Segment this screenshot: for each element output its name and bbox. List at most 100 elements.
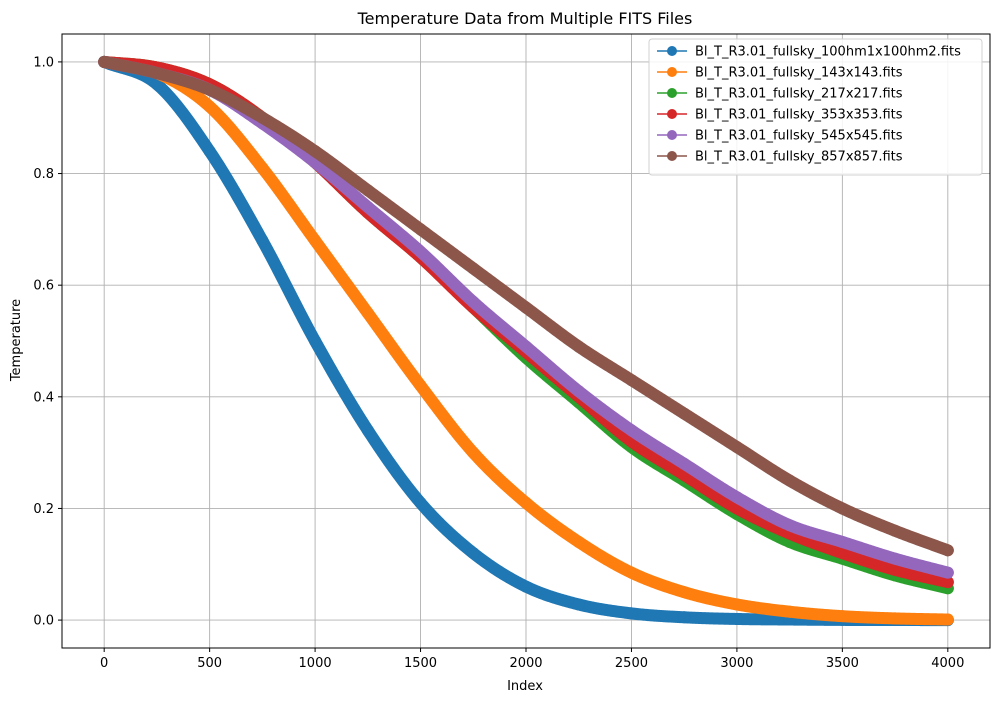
x-tick-label: 3500 xyxy=(826,656,859,671)
ticks-layer: 0 500 1000 1500 2000 2500 3000 3500 4000 0.0 0.2 0.… xyxy=(33,55,964,671)
data-point xyxy=(572,385,585,398)
y-tick-label: 0.2 xyxy=(33,502,54,517)
legend-marker xyxy=(667,46,677,56)
data-point xyxy=(361,424,374,437)
legend-label: Bl_T_R3.01_fullsky_143x143.fits xyxy=(695,66,903,81)
legend-marker xyxy=(667,130,677,140)
data-point xyxy=(572,340,585,353)
legend-marker xyxy=(667,67,677,77)
legend-label: Bl_T_R3.01_fullsky_217x217.fits xyxy=(695,87,903,102)
data-point xyxy=(836,547,849,560)
y-tick-label: 1.0 xyxy=(33,55,54,70)
data-point xyxy=(414,245,427,258)
chart-title: Temperature Data from Multiple FITS File… xyxy=(357,9,693,28)
data-point xyxy=(309,234,322,247)
data-point xyxy=(203,83,216,96)
x-tick-label: 4000 xyxy=(931,656,964,671)
data-point xyxy=(520,580,532,593)
data-point xyxy=(889,563,902,576)
data-point xyxy=(150,67,163,80)
legend-item: Bl_T_R3.01_fullsky_353x353.fits xyxy=(657,108,903,123)
data-point xyxy=(467,295,480,308)
data-point xyxy=(520,340,532,353)
data-point xyxy=(361,201,374,214)
legend-item: Bl_T_R3.01_fullsky_545x545.fits xyxy=(657,129,903,144)
x-tick-label: 2000 xyxy=(509,656,542,671)
data-point xyxy=(572,598,585,611)
data-point xyxy=(98,55,111,68)
data-point xyxy=(783,519,796,532)
data-point xyxy=(678,586,691,599)
data-point xyxy=(730,441,743,454)
data-point xyxy=(256,234,269,247)
data-point xyxy=(414,496,427,509)
legend-item: Bl_T_R3.01_fullsky_100hm1x100hm2.fits xyxy=(657,45,961,60)
data-point xyxy=(625,566,638,579)
x-axis-label: Index xyxy=(507,679,543,694)
series-layer xyxy=(98,55,954,627)
x-tick-label: 0 xyxy=(100,656,108,671)
data-point xyxy=(520,301,532,314)
data-point xyxy=(467,446,480,459)
data-point xyxy=(889,552,902,565)
data-point xyxy=(836,535,849,548)
data-point xyxy=(203,100,216,113)
legend: Bl_T_R3.01_fullsky_100hm1x100hm2.fits Bl_… xyxy=(648,38,983,176)
data-point xyxy=(783,474,796,487)
data-point xyxy=(256,111,269,124)
data-point xyxy=(889,524,902,537)
legend-label: Bl_T_R3.01_fullsky_353x353.fits xyxy=(695,108,903,123)
data-point xyxy=(941,613,954,626)
data-point xyxy=(203,145,216,158)
legend-marker xyxy=(667,109,677,119)
legend-label: Bl_T_R3.01_fullsky_857x857.fits xyxy=(695,150,903,165)
legend-marker xyxy=(667,151,677,161)
data-point xyxy=(783,605,796,618)
data-point xyxy=(625,607,638,620)
legend-box xyxy=(648,38,983,176)
data-point xyxy=(572,535,585,548)
x-tick-label: 1000 xyxy=(299,656,332,671)
data-point xyxy=(625,374,638,387)
data-point xyxy=(309,335,322,347)
x-tick-label: 3000 xyxy=(720,656,753,671)
data-point xyxy=(941,544,954,557)
data-point xyxy=(625,424,638,437)
x-tick-label: 500 xyxy=(197,656,222,671)
legend-item: Bl_T_R3.01_fullsky_143x143.fits xyxy=(657,66,903,81)
data-point xyxy=(361,307,374,320)
data-point xyxy=(520,496,532,509)
x-tick-label: 1500 xyxy=(404,656,437,671)
y-tick-label: 0.0 xyxy=(33,614,54,629)
data-point xyxy=(150,78,163,91)
legend-label: Bl_T_R3.01_fullsky_100hm1x100hm2.fits xyxy=(695,45,961,60)
legend-item: Bl_T_R3.01_fullsky_857x857.fits xyxy=(657,150,903,165)
data-point xyxy=(256,161,269,174)
data-point xyxy=(678,611,691,624)
data-point xyxy=(941,576,954,589)
y-axis-label: Temperature xyxy=(9,299,24,382)
data-point xyxy=(836,502,849,515)
legend-marker xyxy=(667,88,677,98)
data-point xyxy=(414,379,427,392)
data-point xyxy=(467,262,480,275)
data-point xyxy=(309,145,322,158)
data-point xyxy=(414,223,427,236)
data-point xyxy=(361,184,374,197)
data-point xyxy=(730,612,743,625)
data-point xyxy=(730,598,743,611)
series-line xyxy=(98,55,954,557)
data-point xyxy=(467,547,480,560)
legend-label: Bl_T_R3.01_fullsky_545x545.fits xyxy=(695,129,903,144)
legend-item: Bl_T_R3.01_fullsky_217x217.fits xyxy=(657,87,903,102)
x-tick-label: 2500 xyxy=(615,656,648,671)
data-point xyxy=(836,610,849,623)
data-point xyxy=(678,407,691,420)
data-point xyxy=(941,566,954,579)
data-point xyxy=(730,491,743,504)
data-point xyxy=(889,612,902,625)
y-tick-label: 0.4 xyxy=(33,390,54,405)
data-point xyxy=(678,457,691,470)
y-tick-label: 0.6 xyxy=(33,279,54,294)
